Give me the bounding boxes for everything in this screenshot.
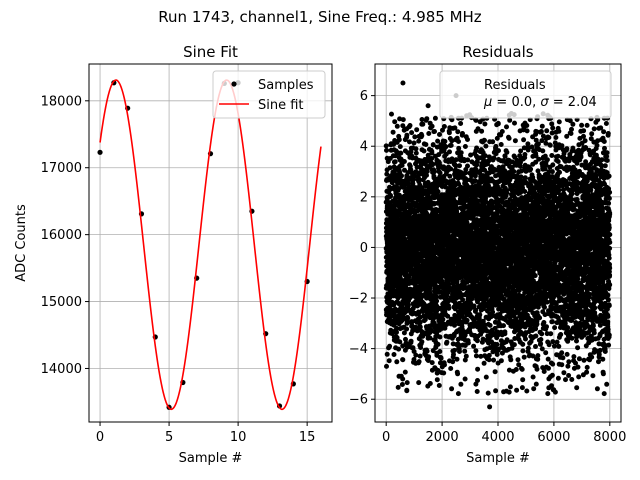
y-tick-label: 2 bbox=[360, 190, 368, 205]
outlier-point bbox=[425, 103, 431, 109]
y-tick-label: 4 bbox=[360, 140, 368, 155]
x-tick-label: 5 bbox=[165, 430, 173, 445]
legend-label-residuals: Residuals bbox=[484, 78, 546, 93]
panel-title: Residuals bbox=[462, 43, 533, 61]
y-tick-label: −4 bbox=[349, 342, 368, 357]
residual-points bbox=[383, 111, 613, 397]
plot-marks bbox=[97, 79, 322, 411]
x-tick-label: 6000 bbox=[537, 430, 570, 445]
grid-lines bbox=[89, 64, 332, 422]
x-tick-label: 0 bbox=[382, 430, 390, 445]
x-tick-label: 10 bbox=[230, 430, 247, 445]
legend-marker-samples bbox=[231, 81, 237, 87]
x-tick-label: 15 bbox=[299, 430, 316, 445]
y-tick-label: −2 bbox=[349, 292, 368, 307]
legend-label-stats: μ = 0.0, σ = 2.04 bbox=[483, 95, 597, 110]
outlier-point bbox=[487, 404, 493, 410]
figure-suptitle: Run 1743, channel1, Sine Freq.: 4.985 MH… bbox=[158, 8, 482, 26]
residuals-legend: Residuals μ = 0.0, σ = 2.04 bbox=[439, 70, 612, 119]
legend-box bbox=[439, 70, 612, 119]
x-tick-label: 0 bbox=[96, 430, 104, 445]
y-tick-label: −6 bbox=[349, 393, 368, 408]
residuals-panel: 0 2000 4000 6000 8000 −6 −4 −2 0 2 4 6 Residuals Samp… bbox=[349, 43, 627, 466]
panel-title: Sine Fit bbox=[183, 43, 238, 61]
x-tick-label: 4000 bbox=[481, 430, 514, 445]
y-axis-label: ADC Counts bbox=[14, 204, 29, 282]
sine-fit-legend: Samples Sine fit bbox=[212, 70, 326, 119]
outlier-point bbox=[400, 80, 406, 86]
x-axis-label: Sample # bbox=[466, 451, 530, 466]
data-point bbox=[97, 149, 103, 155]
y-tick-label: 6 bbox=[360, 89, 368, 104]
y-tick-label: 14000 bbox=[41, 362, 82, 377]
axes-frame bbox=[88, 63, 333, 423]
sine-fit-line bbox=[99, 79, 322, 411]
y-tick-label: 17000 bbox=[41, 161, 82, 176]
legend-box bbox=[212, 70, 326, 119]
x-tick-label: 2000 bbox=[426, 430, 459, 445]
y-tick-label: 15000 bbox=[41, 295, 82, 310]
legend-label-sine-fit: Sine fit bbox=[258, 98, 304, 113]
x-axis-label: Sample # bbox=[179, 451, 243, 466]
y-tick-label: 18000 bbox=[41, 94, 82, 109]
y-tick-label: 16000 bbox=[41, 228, 82, 243]
legend-label-samples: Samples bbox=[258, 78, 314, 93]
x-tick-label: 8000 bbox=[593, 430, 626, 445]
sine-fit-panel: 0 5 10 15 14000 15000 16000 17000 18000 Sine Fit S… bbox=[14, 43, 333, 466]
y-tick-label: 0 bbox=[360, 241, 368, 256]
